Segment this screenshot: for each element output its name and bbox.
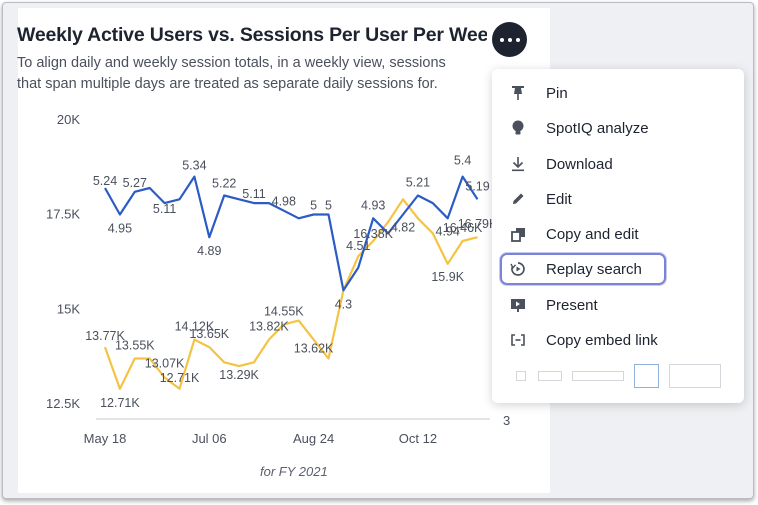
menu-item-pin[interactable]: Pin xyxy=(500,77,666,109)
embed-icon xyxy=(510,332,526,348)
menu-item-label: Pin xyxy=(546,84,568,102)
data-label: 4.89 xyxy=(197,244,221,258)
data-label: 5.27 xyxy=(123,176,147,190)
y-tick-label: 15K xyxy=(57,301,80,316)
pin-icon xyxy=(510,85,526,101)
data-label: 4.95 xyxy=(108,222,132,236)
series-line-yellow xyxy=(103,198,478,390)
data-label: 13.62K xyxy=(294,342,334,356)
data-label: 13.77K xyxy=(85,329,125,343)
data-label: 12.71K xyxy=(160,371,200,385)
y-tick-label: 20K xyxy=(57,112,80,127)
menu-item-download[interactable]: Download xyxy=(500,148,666,180)
dot xyxy=(507,37,512,42)
subtitle-line-2: that span multiple days are treated as s… xyxy=(17,76,438,92)
data-label: 5.34 xyxy=(182,159,206,173)
data-label: 13.07K xyxy=(145,356,185,370)
placeholder-box xyxy=(669,364,721,388)
data-label: 5.4 xyxy=(454,154,471,168)
replay-icon xyxy=(510,261,526,277)
placeholder-box xyxy=(538,371,562,381)
menu-item-copy-and-edit[interactable]: Copy and edit xyxy=(500,218,666,250)
data-label: 5 xyxy=(310,199,317,213)
app-frame: 20K 17.5K 15K 12.5K May 18 Jul 06 Aug 24 Oct 1… xyxy=(2,2,754,499)
subtitle-line-1: To align daily and weekly session totals… xyxy=(17,55,446,71)
data-label: 16.46K xyxy=(443,221,483,235)
bulb-icon xyxy=(510,120,526,136)
x-tick-label: Oct 12 xyxy=(399,431,437,446)
series-line-blue xyxy=(104,175,479,292)
dot xyxy=(499,37,504,42)
data-label: 13.29K xyxy=(219,368,259,382)
menu-item-copy-embed-link[interactable]: Copy embed link xyxy=(500,324,666,356)
menu-item-label: Copy and edit xyxy=(546,225,639,243)
data-label: 5.24 xyxy=(93,174,117,188)
placeholder-box xyxy=(572,371,624,381)
data-label: 4.3 xyxy=(335,297,352,311)
more-options-button[interactable] xyxy=(492,22,527,57)
x-tick-label: Aug 24 xyxy=(293,431,334,446)
data-label: 13.55K xyxy=(115,339,155,353)
line-chart: 20K 17.5K 15K 12.5K May 18 Jul 06 Aug 24 Oct 1… xyxy=(46,112,510,446)
menu-item-spotiq-analyze[interactable]: SpotIQ analyze xyxy=(500,112,666,144)
data-label: 5.19 xyxy=(465,179,489,193)
menu-item-label: Download xyxy=(546,155,613,173)
data-label: 16.38K xyxy=(353,227,393,241)
data-label: 13.65K xyxy=(189,327,229,341)
data-label: 4.98 xyxy=(272,195,296,209)
data-label: 5.22 xyxy=(212,177,236,191)
chart-card xyxy=(18,8,550,493)
data-label: 4.82 xyxy=(391,221,415,235)
options-menu: Pin SpotIQ analyze Download Edit Copy an… xyxy=(492,69,744,403)
x-tick-label: May 18 xyxy=(84,431,127,446)
menu-item-edit[interactable]: Edit xyxy=(500,183,666,215)
dot xyxy=(515,37,520,42)
data-label: 5.21 xyxy=(406,176,430,190)
data-label: 16.79K xyxy=(458,217,498,231)
data-label: 4.94 xyxy=(436,224,460,238)
data-label: 14.55K xyxy=(264,304,304,318)
menu-item-label: Replay search xyxy=(546,260,642,278)
download-icon xyxy=(510,156,526,172)
menu-item-present[interactable]: Present xyxy=(500,289,666,321)
chart-footer: for FY 2021 xyxy=(260,464,328,479)
data-label: 15.9K xyxy=(431,270,464,284)
chart-subtitle: To align daily and weekly session totals… xyxy=(17,53,489,95)
data-label: 12.71K xyxy=(100,396,140,410)
data-label: 5 xyxy=(325,199,332,213)
menu-item-replay-search[interactable]: Replay search xyxy=(500,253,666,285)
copy-icon xyxy=(510,226,526,242)
placeholder-box xyxy=(516,371,526,381)
data-label: 4.93 xyxy=(361,198,385,212)
chart-title: Weekly Active Users vs. Sessions Per Use… xyxy=(17,24,487,46)
x-tick-label: Jul 06 xyxy=(192,431,227,446)
y-tick-label: 12.5K xyxy=(46,396,80,411)
menu-item-label: SpotIQ analyze xyxy=(546,119,649,137)
placeholder-box xyxy=(634,364,659,388)
data-label: 14.12K xyxy=(175,320,215,334)
data-label: 13.82K xyxy=(249,320,289,334)
menu-item-label: Edit xyxy=(546,190,572,208)
pencil-icon xyxy=(510,191,526,207)
data-label: 5.11 xyxy=(153,202,176,216)
y-tick-label: 17.5K xyxy=(46,207,80,222)
menu-item-label: Copy embed link xyxy=(546,331,658,349)
right-axis-tick: 3 xyxy=(503,413,510,428)
present-icon xyxy=(510,297,526,313)
data-label: 4.51 xyxy=(346,239,370,253)
menu-item-label: Present xyxy=(546,296,598,314)
data-label: 5.11 xyxy=(242,187,265,201)
